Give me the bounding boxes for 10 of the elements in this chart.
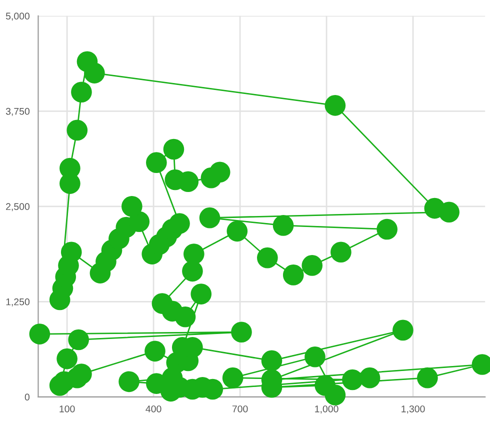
- y-tick-label: 0: [24, 394, 30, 401]
- x-tick-label: 100: [60, 405, 75, 412]
- y-tick-label: 3,750: [6, 108, 30, 116]
- x-tick-label: 1,300: [402, 405, 425, 414]
- x-tick-label: 700: [232, 405, 248, 412]
- y-tick-label: 2,500: [6, 203, 30, 212]
- y-tick-label: 5,000: [6, 12, 30, 21]
- x-tick-label: 1,000: [315, 405, 338, 414]
- x-tick-label: 400: [146, 405, 162, 412]
- y-tick-label: 1,250: [6, 298, 30, 306]
